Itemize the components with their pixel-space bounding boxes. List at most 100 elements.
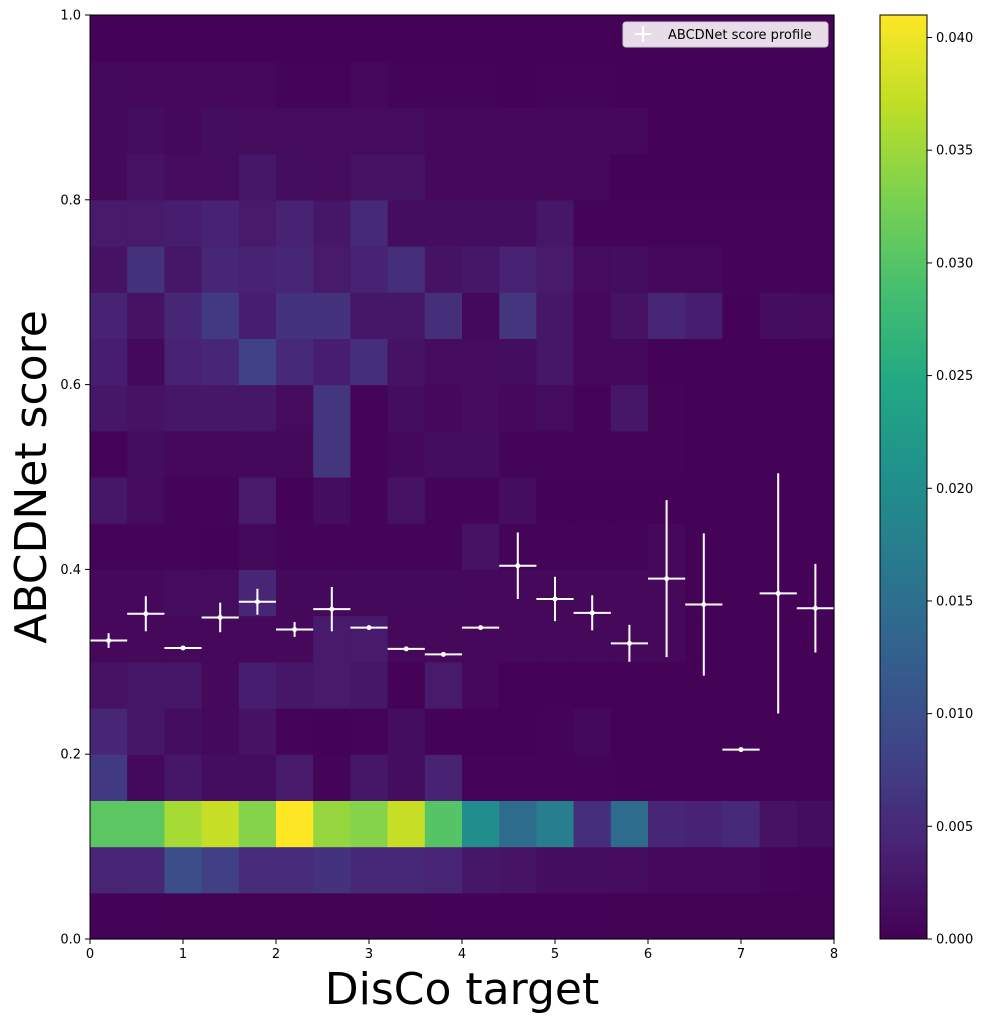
heatmap-cell (610, 708, 649, 755)
heatmap-cell (350, 199, 389, 247)
heatmap-cell (648, 107, 686, 155)
heatmap-cell (313, 107, 351, 155)
heatmap-cell (796, 477, 835, 524)
heatmap-cell (424, 892, 463, 940)
heatmap-cell (90, 15, 128, 62)
heatmap-cell (164, 523, 203, 570)
heatmap-cell (387, 477, 426, 524)
heatmap-cell (536, 754, 575, 801)
heatmap-cell (238, 800, 277, 848)
heatmap-cell (462, 569, 500, 617)
heatmap-cell (610, 199, 649, 247)
colorbar-tick-label: 0.005 (936, 820, 973, 835)
legend-box (622, 21, 829, 48)
heatmap-cell (127, 107, 165, 155)
heatmap-cell (276, 846, 314, 894)
profile-point (589, 610, 595, 616)
heatmap-cell (201, 754, 240, 801)
heatmap-cell (387, 338, 426, 386)
heatmap-cell (164, 615, 203, 663)
profile-point (143, 611, 149, 617)
heatmap-cell (276, 15, 314, 62)
heatmap-cell (201, 384, 240, 432)
heatmap-cell (499, 246, 537, 293)
heatmap-cell (313, 661, 351, 709)
heatmap-cell (573, 199, 612, 247)
heatmap-cell (685, 846, 723, 894)
heatmap-cell (462, 754, 500, 801)
heatmap-cell (313, 800, 351, 848)
heatmap-cell (201, 246, 240, 293)
heatmap-cell (536, 430, 575, 478)
heatmap-cell (610, 477, 649, 524)
profile-point (478, 625, 484, 631)
heatmap-cell (499, 15, 537, 62)
heatmap-cell (164, 153, 203, 201)
heatmap-cell (350, 15, 389, 62)
heatmap-cell (536, 846, 575, 894)
heatmap-cell (276, 800, 314, 848)
heatmap-cell (610, 107, 649, 155)
heatmap-cell (573, 246, 612, 293)
heatmap-cell (462, 615, 500, 663)
heatmap-cell (536, 292, 575, 339)
heatmap-cell (90, 292, 128, 339)
heatmap-cell (462, 61, 500, 108)
heatmap-cell (238, 292, 277, 339)
profile-point (217, 614, 223, 620)
profile-point (180, 645, 186, 651)
heatmap-cell (313, 384, 351, 432)
y-tick-label: 0.4 (60, 563, 81, 578)
heatmap-cell (759, 292, 798, 339)
heatmap-cell (759, 246, 798, 293)
heatmap-cell (424, 338, 463, 386)
heatmap-cell (276, 199, 314, 247)
heatmap-cell (313, 338, 351, 386)
heatmap-cell (127, 800, 165, 848)
heatmap-cell (462, 846, 500, 894)
heatmap-cell (796, 292, 835, 339)
heatmap-cell (462, 338, 500, 386)
heatmap-cell (350, 615, 389, 663)
colorbar-tick-label: 0.000 (936, 933, 973, 948)
heatmap-cell (127, 846, 165, 894)
heatmap-cell (499, 708, 537, 755)
heatmap-cell (536, 15, 575, 62)
colorbar-tick-label: 0.025 (936, 369, 973, 384)
profile-point (403, 646, 409, 652)
heatmap-cell (313, 61, 351, 108)
heatmap-cell (722, 846, 761, 894)
heatmap-cell (462, 800, 500, 848)
heatmap-cell (164, 846, 203, 894)
heatmap-cell (722, 384, 761, 432)
heatmap-cell (201, 430, 240, 478)
heatmap-cell (759, 107, 798, 155)
heatmap-cell (685, 338, 723, 386)
heatmap-cell (722, 569, 761, 617)
heatmap-cell (90, 754, 128, 801)
heatmap-cell (759, 892, 798, 940)
y-tick-label: 0.0 (60, 933, 81, 948)
heatmap-cell (573, 384, 612, 432)
heatmap-cell (759, 754, 798, 801)
heatmap-cell (499, 292, 537, 339)
heatmap-cell (276, 708, 314, 755)
heatmap-cell (424, 708, 463, 755)
x-tick-label: 7 (737, 947, 745, 962)
heatmap-cell (387, 846, 426, 894)
heatmap-cell (759, 846, 798, 894)
heatmap-cell (648, 800, 686, 848)
heatmap-cell (722, 523, 761, 570)
heatmap-cell (462, 153, 500, 201)
heatmap-cell (610, 892, 649, 940)
heatmap-cell (499, 430, 537, 478)
heatmap-cell (424, 800, 463, 848)
heatmap-cell (164, 477, 203, 524)
heatmap-cell (313, 292, 351, 339)
heatmap-cell (536, 523, 575, 570)
heatmap-cell (387, 384, 426, 432)
heatmap-cell (387, 754, 426, 801)
heatmap-cell (90, 661, 128, 709)
profile-point (329, 606, 335, 612)
heatmap-cell (685, 708, 723, 755)
